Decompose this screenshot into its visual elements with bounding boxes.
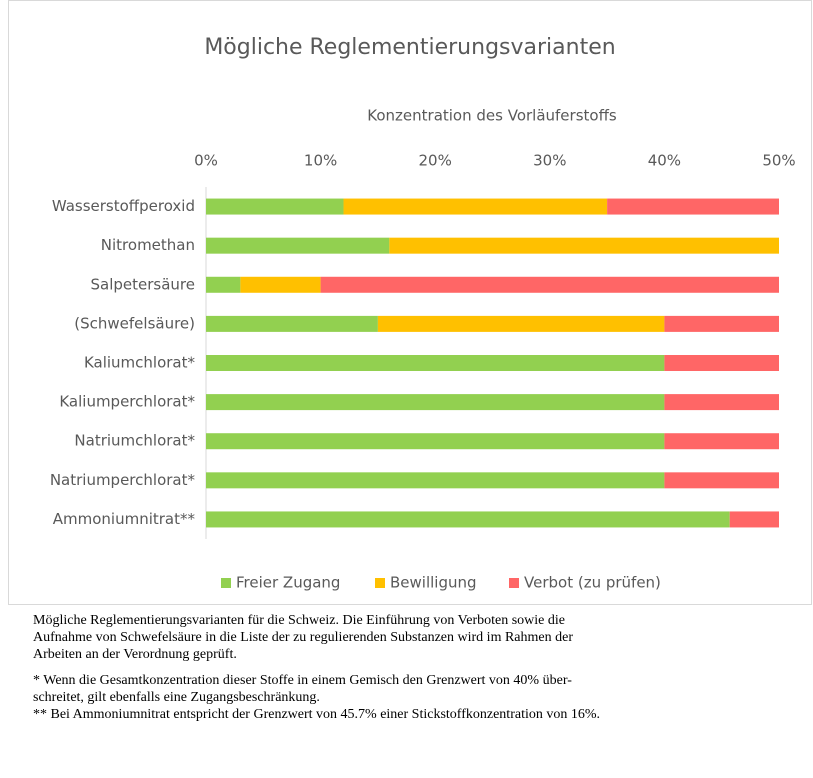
legend-label: Bewilligung bbox=[390, 574, 477, 592]
bar-segment bbox=[664, 394, 779, 411]
note-line: * Wenn die Gesamtkonzentration dieser St… bbox=[33, 673, 572, 688]
y-tick-label: (Schwefelsäure) bbox=[74, 314, 195, 332]
bar-segment bbox=[377, 315, 665, 332]
x-tick-label: 40% bbox=[648, 152, 681, 170]
y-tick-label: Wasserstoffperoxid bbox=[52, 197, 195, 215]
bar-segment bbox=[240, 276, 321, 293]
y-tick-label: Kaliumperchlorat* bbox=[59, 393, 195, 411]
legend-swatch bbox=[221, 578, 231, 588]
bar-segment bbox=[729, 511, 779, 528]
bar-segment bbox=[389, 237, 779, 254]
bar-segment bbox=[320, 276, 779, 293]
bar-segment bbox=[664, 472, 779, 489]
chart: Mögliche Reglementierungsvarianten Konze… bbox=[8, 0, 812, 605]
bar-segment bbox=[206, 276, 241, 293]
caption-line: Arbeiten an der Verordnung geprüft. bbox=[33, 647, 237, 662]
legend-swatch bbox=[375, 578, 385, 588]
caption-line: Aufnahme von Schwefelsäure in die Liste … bbox=[33, 630, 573, 645]
bar-segment bbox=[664, 433, 779, 450]
x-tick-label: 30% bbox=[533, 152, 566, 170]
bar-segment bbox=[206, 394, 665, 411]
legend-label: Verbot (zu prüfen) bbox=[524, 574, 661, 592]
note-line: ** Bei Ammoniumnitrat entspricht der Gre… bbox=[33, 707, 601, 722]
chart-title: Mögliche Reglementierungsvarianten bbox=[204, 35, 615, 60]
bar-segment bbox=[206, 433, 665, 450]
y-tick-label: Natriumperchlorat* bbox=[50, 471, 196, 489]
bar-segment bbox=[664, 355, 779, 371]
note-line: schreitet, gilt ebenfalls eine Zugangsbe… bbox=[33, 690, 320, 705]
x-tick-label: 50% bbox=[762, 152, 795, 170]
axis-title: Konzentration des Vorläuferstoffs bbox=[367, 107, 617, 125]
bar-segment bbox=[206, 511, 730, 528]
x-tick-label: 0% bbox=[194, 152, 218, 170]
bar-segment bbox=[607, 198, 779, 215]
caption-line: Mögliche Reglementierungsvarianten für d… bbox=[33, 613, 565, 628]
bar-segment bbox=[664, 315, 779, 332]
bar-segment bbox=[343, 198, 608, 215]
notes: * Wenn die Gesamtkonzentration dieser St… bbox=[33, 672, 600, 723]
legend-label: Freier Zugang bbox=[236, 574, 340, 592]
y-tick-label: Salpetersäure bbox=[91, 275, 196, 293]
y-tick-label: Kaliumchlorat* bbox=[84, 354, 196, 372]
bar-segment bbox=[206, 237, 390, 254]
bar-segment bbox=[206, 355, 665, 371]
chart-border bbox=[8, 0, 812, 605]
y-tick-label: Nitromethan bbox=[101, 236, 195, 254]
y-tick-label: Ammoniumnitrat** bbox=[53, 510, 196, 528]
bar-segment bbox=[206, 198, 344, 215]
caption: Mögliche Reglementierungsvarianten für d… bbox=[33, 612, 573, 663]
bar-segment bbox=[206, 315, 378, 332]
x-tick-label: 20% bbox=[419, 152, 452, 170]
bar-segment bbox=[206, 472, 665, 489]
y-tick-label: Natriumchlorat* bbox=[74, 432, 195, 450]
x-tick-label: 10% bbox=[304, 152, 337, 170]
legend-swatch bbox=[509, 578, 519, 588]
